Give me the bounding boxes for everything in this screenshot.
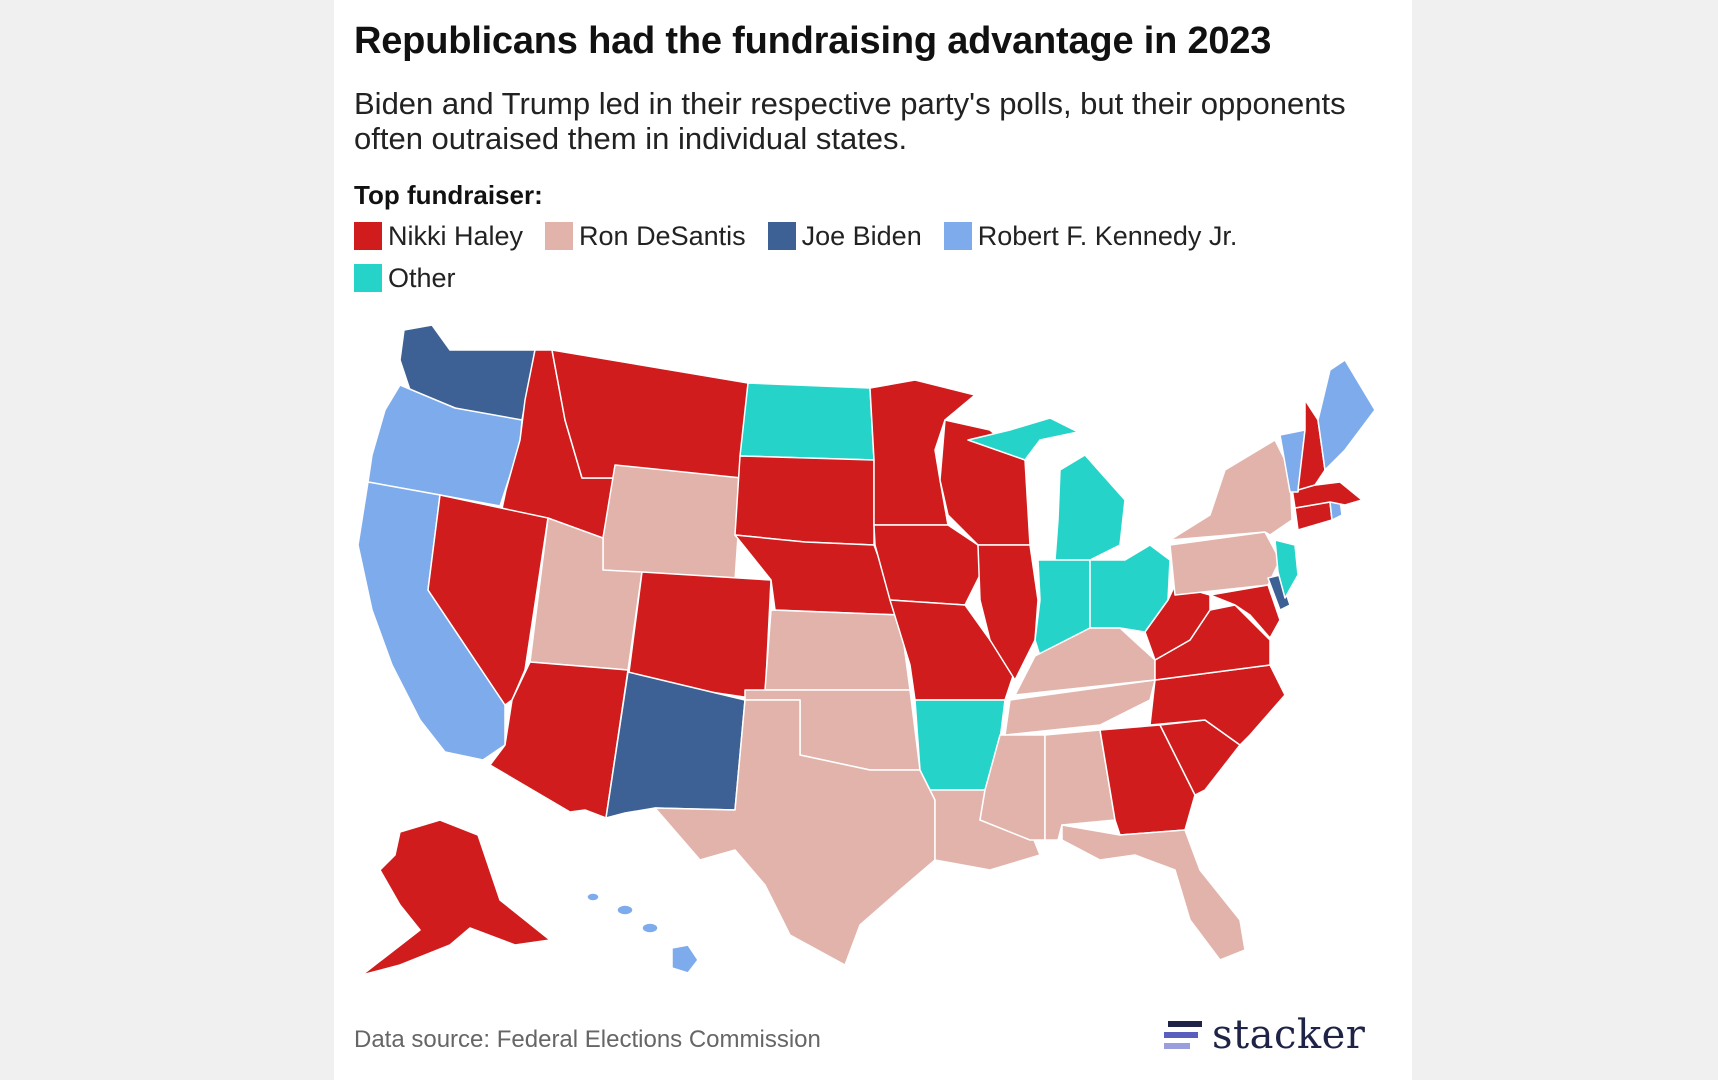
legend-item-haley: Nikki Haley [354, 220, 524, 251]
state-DE [1267, 574, 1291, 611]
legend-label-biden: Joe Biden [801, 220, 922, 251]
brand-logo: stacker [1164, 1012, 1365, 1058]
state-SD [734, 455, 875, 546]
stacker-logo-icon [1164, 1021, 1202, 1049]
state-MO [889, 599, 1016, 701]
legend-item-other: Other [354, 262, 456, 293]
chart-card: Republicans had the fundraising advantag… [334, 0, 1412, 1080]
state-KS [764, 609, 911, 691]
legend-label-kennedy: Robert F. Kennedy Jr. [977, 220, 1238, 251]
chart-subtitle: Biden and Trump led in their respective … [354, 86, 1346, 156]
state-FL [1061, 824, 1246, 961]
legend-label-desantis: Ron DeSantis [579, 220, 746, 251]
legend-swatch-biden [767, 222, 796, 250]
state-TX [654, 699, 936, 966]
state-NC [1149, 664, 1286, 746]
state-WV [1144, 584, 1211, 661]
state-HI [671, 944, 699, 974]
legend-swatch-kennedy [943, 222, 972, 250]
state-OR [367, 384, 523, 507]
legend-swatch-other [354, 264, 382, 292]
state-MD [1209, 584, 1281, 639]
state-HI-island-1 [586, 892, 600, 902]
state-MI [967, 417, 1126, 561]
state-AK [361, 819, 551, 976]
data-source: Data source: Federal Elections Commissio… [354, 1026, 821, 1053]
legend: Nikki Haley Ron DeSantis Joe Biden Rober… [354, 220, 1354, 293]
state-NJ [1274, 539, 1299, 599]
legend-title: Top fundraiser: [354, 180, 543, 210]
brand-name: stacker [1212, 1012, 1366, 1058]
legend-item-desantis: Ron DeSantis [545, 220, 746, 251]
legend-item-biden: Joe Biden [767, 220, 922, 251]
state-MT [551, 349, 749, 479]
state-PA [1169, 531, 1281, 596]
legend-label-other: Other [388, 262, 456, 293]
state-ND [739, 382, 875, 461]
legend-swatch-desantis [545, 222, 574, 250]
state-NY [1169, 439, 1293, 541]
state-HI-island-3 [641, 922, 659, 934]
state-VT [1279, 429, 1306, 493]
state-IL [977, 544, 1039, 681]
state-WY [602, 464, 743, 581]
chart-title: Republicans had the fundraising advantag… [354, 20, 1272, 62]
state-MA [1291, 481, 1363, 509]
state-MN [869, 379, 976, 526]
legend-label-haley: Nikki Haley [388, 220, 524, 251]
state-IA [873, 524, 981, 606]
us-map [357, 324, 1376, 976]
legend-swatch-haley [354, 222, 382, 250]
state-HI-island-2 [616, 904, 634, 916]
state-ME [1317, 359, 1376, 471]
legend-item-kennedy: Robert F. Kennedy Jr. [943, 220, 1238, 251]
